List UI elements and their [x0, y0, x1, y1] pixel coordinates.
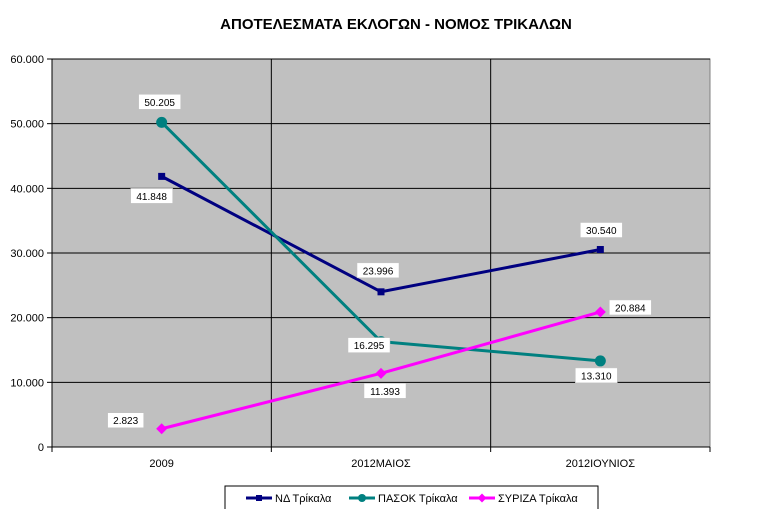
legend-item-2: ΠΑΣΟΚ Τρίκαλα [349, 493, 458, 505]
legend-marker [358, 494, 366, 502]
legend-label: ΝΔ Τρίκαλα [275, 493, 332, 505]
data-label-box [356, 262, 400, 279]
data-label-box [130, 188, 173, 204]
x-tick-label: 2012ΙΟΥΝΙΟΣ [566, 458, 636, 470]
y-tick-label: 60.000 [10, 54, 44, 66]
data-label-box [138, 94, 181, 110]
data-labels: 41.848 23.996 30.540 50.205 16.295 13.310 2.82… [107, 94, 652, 428]
legend-label: ΠΑΣΟΚ Τρίκαλα [378, 493, 458, 505]
y-tick-label: 10.000 [10, 377, 44, 389]
data-point [158, 172, 166, 180]
data-label-text: 13.310 [581, 371, 612, 382]
data-label: 2.823 [107, 412, 144, 428]
data-label: 23.996 [356, 262, 400, 279]
data-point [375, 367, 387, 379]
y-tick-label: 50.000 [10, 119, 44, 131]
data-label-box [363, 383, 407, 399]
data-label: 30.540 [580, 222, 623, 238]
data-point [594, 355, 606, 367]
series-layer [156, 116, 606, 435]
legend-label: ΣΥΡΙΖΑ Τρίκαλα [498, 493, 578, 505]
data-label: 41.848 [130, 188, 173, 204]
x-tick-label: 2009 [149, 458, 173, 470]
legend-item-3: ΣΥΡΙΖΑ Τρίκαλα [469, 493, 578, 505]
data-label-text: 16.295 [354, 341, 385, 352]
data-point [156, 423, 168, 435]
legend-marker [256, 495, 262, 501]
y-tick-label: 30.000 [10, 248, 44, 260]
data-label: 16.295 [347, 337, 391, 353]
data-label: 13.310 [575, 367, 618, 384]
data-point [594, 306, 606, 318]
axes: 0 10.000 20.000 30.000 40.000 50.000 60.000 200… [10, 54, 711, 470]
chart-title: ΑΠΟΤΕΛΕΣΜΑΤΑ ΕΚΛΟΓΩΝ - ΝΟΜΟΣ ΤΡΙΚΑΛΩΝ [220, 16, 572, 33]
y-tick-label: 0 [38, 442, 44, 454]
data-label-box [575, 367, 618, 384]
data-point [596, 246, 604, 254]
data-point [156, 116, 168, 128]
legend-box [224, 485, 599, 509]
data-label-text: 23.996 [363, 266, 394, 277]
data-label-box [609, 299, 652, 316]
data-label: 20.884 [609, 299, 652, 316]
data-label: 11.393 [363, 383, 407, 399]
y-tick-label: 20.000 [10, 313, 44, 325]
legend-item-1: ΝΔ Τρίκαλα [246, 493, 332, 505]
y-tick-label: 40.000 [10, 183, 44, 195]
data-label-box [347, 337, 391, 353]
data-label-text: 20.884 [615, 303, 646, 314]
data-point [377, 288, 385, 296]
x-tick-label: 2012ΜΑΙΟΣ [351, 458, 411, 470]
legend: ΝΔ Τρίκαλα ΠΑΣΟΚ Τρίκαλα ΣΥΡΙΖΑ Τρίκαλα [224, 485, 599, 509]
data-label-text: 11.393 [370, 387, 400, 398]
data-label: 50.205 [138, 94, 181, 110]
legend-marker [477, 493, 487, 503]
data-label-text: 41.848 [136, 192, 167, 203]
data-label-box [107, 412, 144, 428]
data-label-text: 2.823 [113, 416, 138, 427]
data-label-text: 50.205 [144, 98, 175, 109]
data-label-text: 30.540 [586, 226, 617, 237]
data-label-box [580, 222, 623, 238]
